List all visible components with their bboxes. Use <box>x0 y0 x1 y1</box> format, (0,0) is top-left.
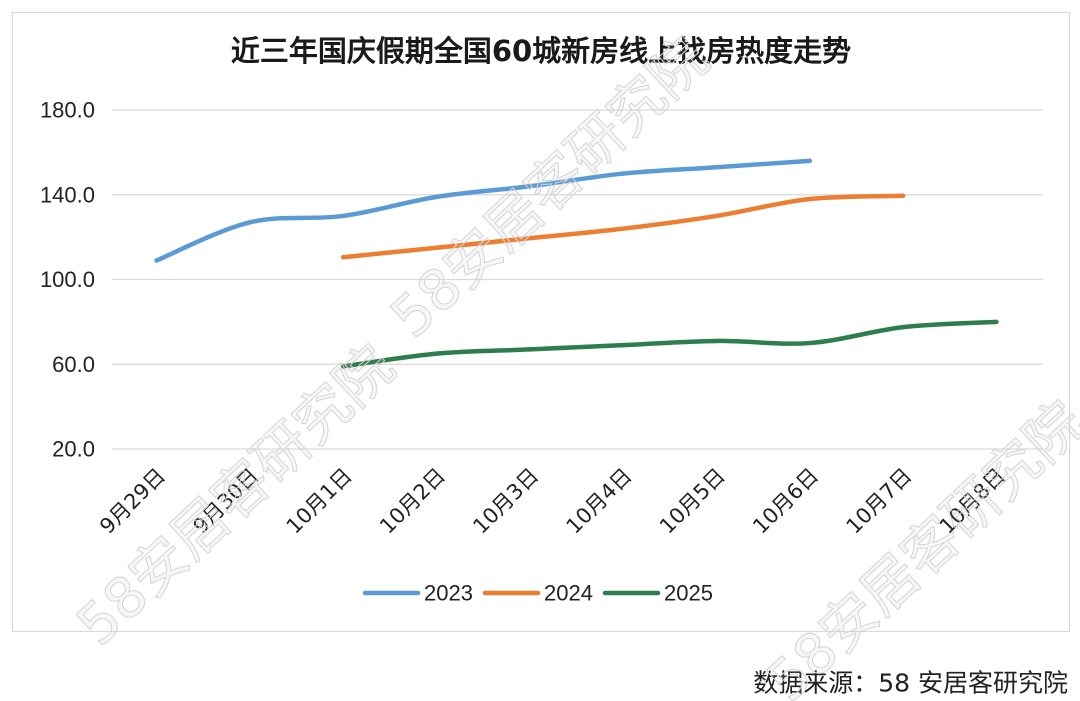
data-point <box>434 351 439 356</box>
data-point <box>807 340 812 346</box>
data-point <box>341 255 346 260</box>
chart-title: 近三年国庆假期全国60城新房线上找房热度走势 <box>231 34 851 68</box>
legend-label: 2024 <box>544 581 593 606</box>
legend-label: 2023 <box>424 581 473 606</box>
series-2023 <box>154 158 812 263</box>
y-tick-label: 180.0 <box>40 98 95 123</box>
y-tick-label: 140.0 <box>40 182 95 207</box>
data-point <box>714 338 719 344</box>
data-point <box>714 213 719 219</box>
legend-item-2023: 2023 <box>362 581 473 606</box>
data-point <box>900 193 906 199</box>
series-lines <box>154 158 999 369</box>
data-point <box>620 171 626 176</box>
legend: 2023 2024 2025 <box>362 581 713 606</box>
legend-label: 2025 <box>664 581 713 606</box>
y-axis-tick-labels: 180.0 140.0 100.0 60.0 20.0 <box>40 98 95 462</box>
data-point <box>341 213 346 219</box>
data-point <box>807 158 812 164</box>
series-2025 <box>341 319 999 369</box>
data-point <box>620 226 626 231</box>
data-point <box>900 324 906 330</box>
series-2024 <box>341 193 906 260</box>
data-point <box>994 319 999 325</box>
data-point <box>434 245 439 250</box>
y-tick-label: 20.0 <box>52 437 95 462</box>
data-point <box>714 165 719 170</box>
data-point <box>341 364 346 369</box>
legend-item-2025: 2025 <box>602 581 713 606</box>
data-point <box>154 258 159 263</box>
data-source-note: 数据来源：58 安居客研究院 <box>753 669 1068 698</box>
data-point <box>527 235 533 241</box>
chart-frame <box>11 11 1071 633</box>
data-point <box>527 184 533 189</box>
legend-item-2024: 2024 <box>482 581 593 606</box>
data-point <box>527 347 533 352</box>
data-point <box>434 194 439 200</box>
data-point <box>807 196 812 202</box>
data-point <box>620 342 626 348</box>
y-tick-label: 60.0 <box>52 352 95 377</box>
y-tick-label: 100.0 <box>40 267 95 292</box>
series-line-2025 <box>341 319 999 369</box>
data-point <box>247 220 253 225</box>
